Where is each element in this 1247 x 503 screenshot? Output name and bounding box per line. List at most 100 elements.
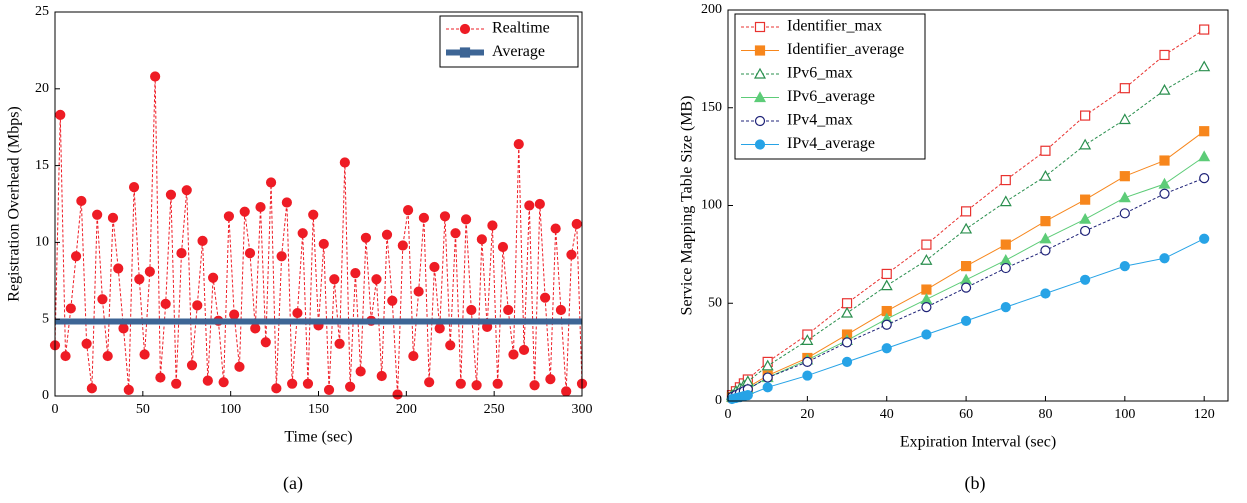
marker — [921, 329, 932, 340]
marker — [281, 197, 292, 208]
marker — [329, 274, 340, 285]
marker — [1159, 253, 1170, 264]
marker — [176, 248, 187, 259]
marker — [70, 251, 82, 262]
marker — [160, 298, 171, 309]
marker — [308, 209, 319, 220]
marker — [881, 319, 892, 330]
marker — [418, 212, 429, 223]
marker — [1119, 83, 1130, 94]
marker — [1118, 113, 1131, 125]
y-tick-label: 0 — [42, 388, 49, 403]
marker — [555, 304, 567, 316]
legend-label: Realtime — [492, 20, 550, 37]
marker — [1118, 191, 1131, 203]
marker — [218, 377, 229, 388]
marker — [318, 238, 329, 250]
x-tick-label: 0 — [725, 407, 732, 422]
marker — [529, 380, 540, 391]
marker — [1199, 173, 1210, 184]
marker — [86, 383, 97, 394]
marker — [1119, 208, 1130, 219]
legend: Identifier_max Identifier_average IPv6_max… — [734, 13, 926, 160]
marker — [445, 340, 456, 351]
marker — [459, 23, 471, 35]
marker — [880, 279, 893, 291]
marker — [753, 67, 767, 79]
marker — [92, 209, 103, 220]
marker — [260, 337, 271, 348]
marker — [334, 338, 345, 349]
x-tick-label: 0 — [52, 402, 59, 417]
y-axis-title: Registration Overhead (Mbps) — [6, 106, 23, 302]
x-tick-label: 120 — [1194, 407, 1215, 422]
marker — [244, 248, 256, 259]
marker — [439, 211, 451, 222]
legend-label: IPv6_average — [787, 88, 875, 105]
marker — [229, 309, 240, 320]
marker — [107, 212, 119, 223]
marker — [255, 201, 266, 213]
marker — [1040, 288, 1051, 299]
marker — [297, 228, 308, 239]
marker — [534, 198, 545, 210]
marker — [1159, 155, 1170, 166]
marker — [165, 189, 177, 200]
marker — [1040, 145, 1051, 156]
marker — [802, 356, 813, 367]
marker — [302, 378, 314, 389]
marker — [345, 381, 356, 392]
marker — [921, 284, 932, 295]
marker — [550, 223, 561, 234]
y-tick-label: 25 — [35, 4, 49, 19]
marker — [371, 274, 382, 285]
marker — [742, 390, 753, 401]
marker — [754, 21, 766, 33]
marker — [540, 292, 551, 303]
marker — [1039, 232, 1052, 244]
x-axis-title: Expiration Interval (sec) — [900, 434, 1056, 451]
marker — [920, 254, 933, 265]
y-tick-label: 20 — [35, 81, 49, 96]
marker — [181, 185, 192, 196]
marker — [287, 378, 298, 389]
marker — [1080, 225, 1091, 237]
legend-label: IPv4_max — [787, 112, 853, 129]
marker — [139, 349, 150, 360]
y-tick-label: 5 — [42, 311, 49, 326]
marker — [134, 274, 145, 285]
marker — [223, 211, 235, 222]
marker — [1000, 174, 1011, 186]
marker — [197, 235, 208, 246]
x-tick-label: 60 — [959, 407, 973, 422]
marker — [508, 349, 519, 360]
marker — [960, 282, 972, 293]
marker — [960, 315, 972, 326]
y-tick-label: 15 — [35, 158, 49, 173]
marker — [920, 293, 933, 304]
legend-label: Identifier_max — [787, 18, 882, 35]
marker — [761, 359, 774, 371]
y-axis-title: Service Mapping Table Size (MB) — [679, 96, 696, 316]
marker — [801, 334, 814, 345]
marker — [65, 303, 76, 314]
caption: (b) — [965, 473, 986, 494]
marker — [450, 228, 461, 239]
legend-box — [734, 13, 926, 160]
marker — [376, 370, 387, 382]
marker — [460, 214, 472, 225]
marker — [113, 263, 124, 274]
marker — [387, 295, 398, 306]
x-tick-label: 80 — [1038, 407, 1052, 422]
marker — [292, 307, 303, 319]
x-tick-label: 200 — [396, 402, 417, 417]
marker — [239, 206, 250, 217]
legend-label: IPv6_max — [787, 65, 853, 82]
marker — [171, 378, 182, 389]
marker — [123, 384, 134, 395]
marker — [1080, 274, 1091, 285]
marker — [841, 356, 853, 367]
marker — [413, 286, 424, 297]
x-tick-label: 50 — [136, 402, 150, 417]
